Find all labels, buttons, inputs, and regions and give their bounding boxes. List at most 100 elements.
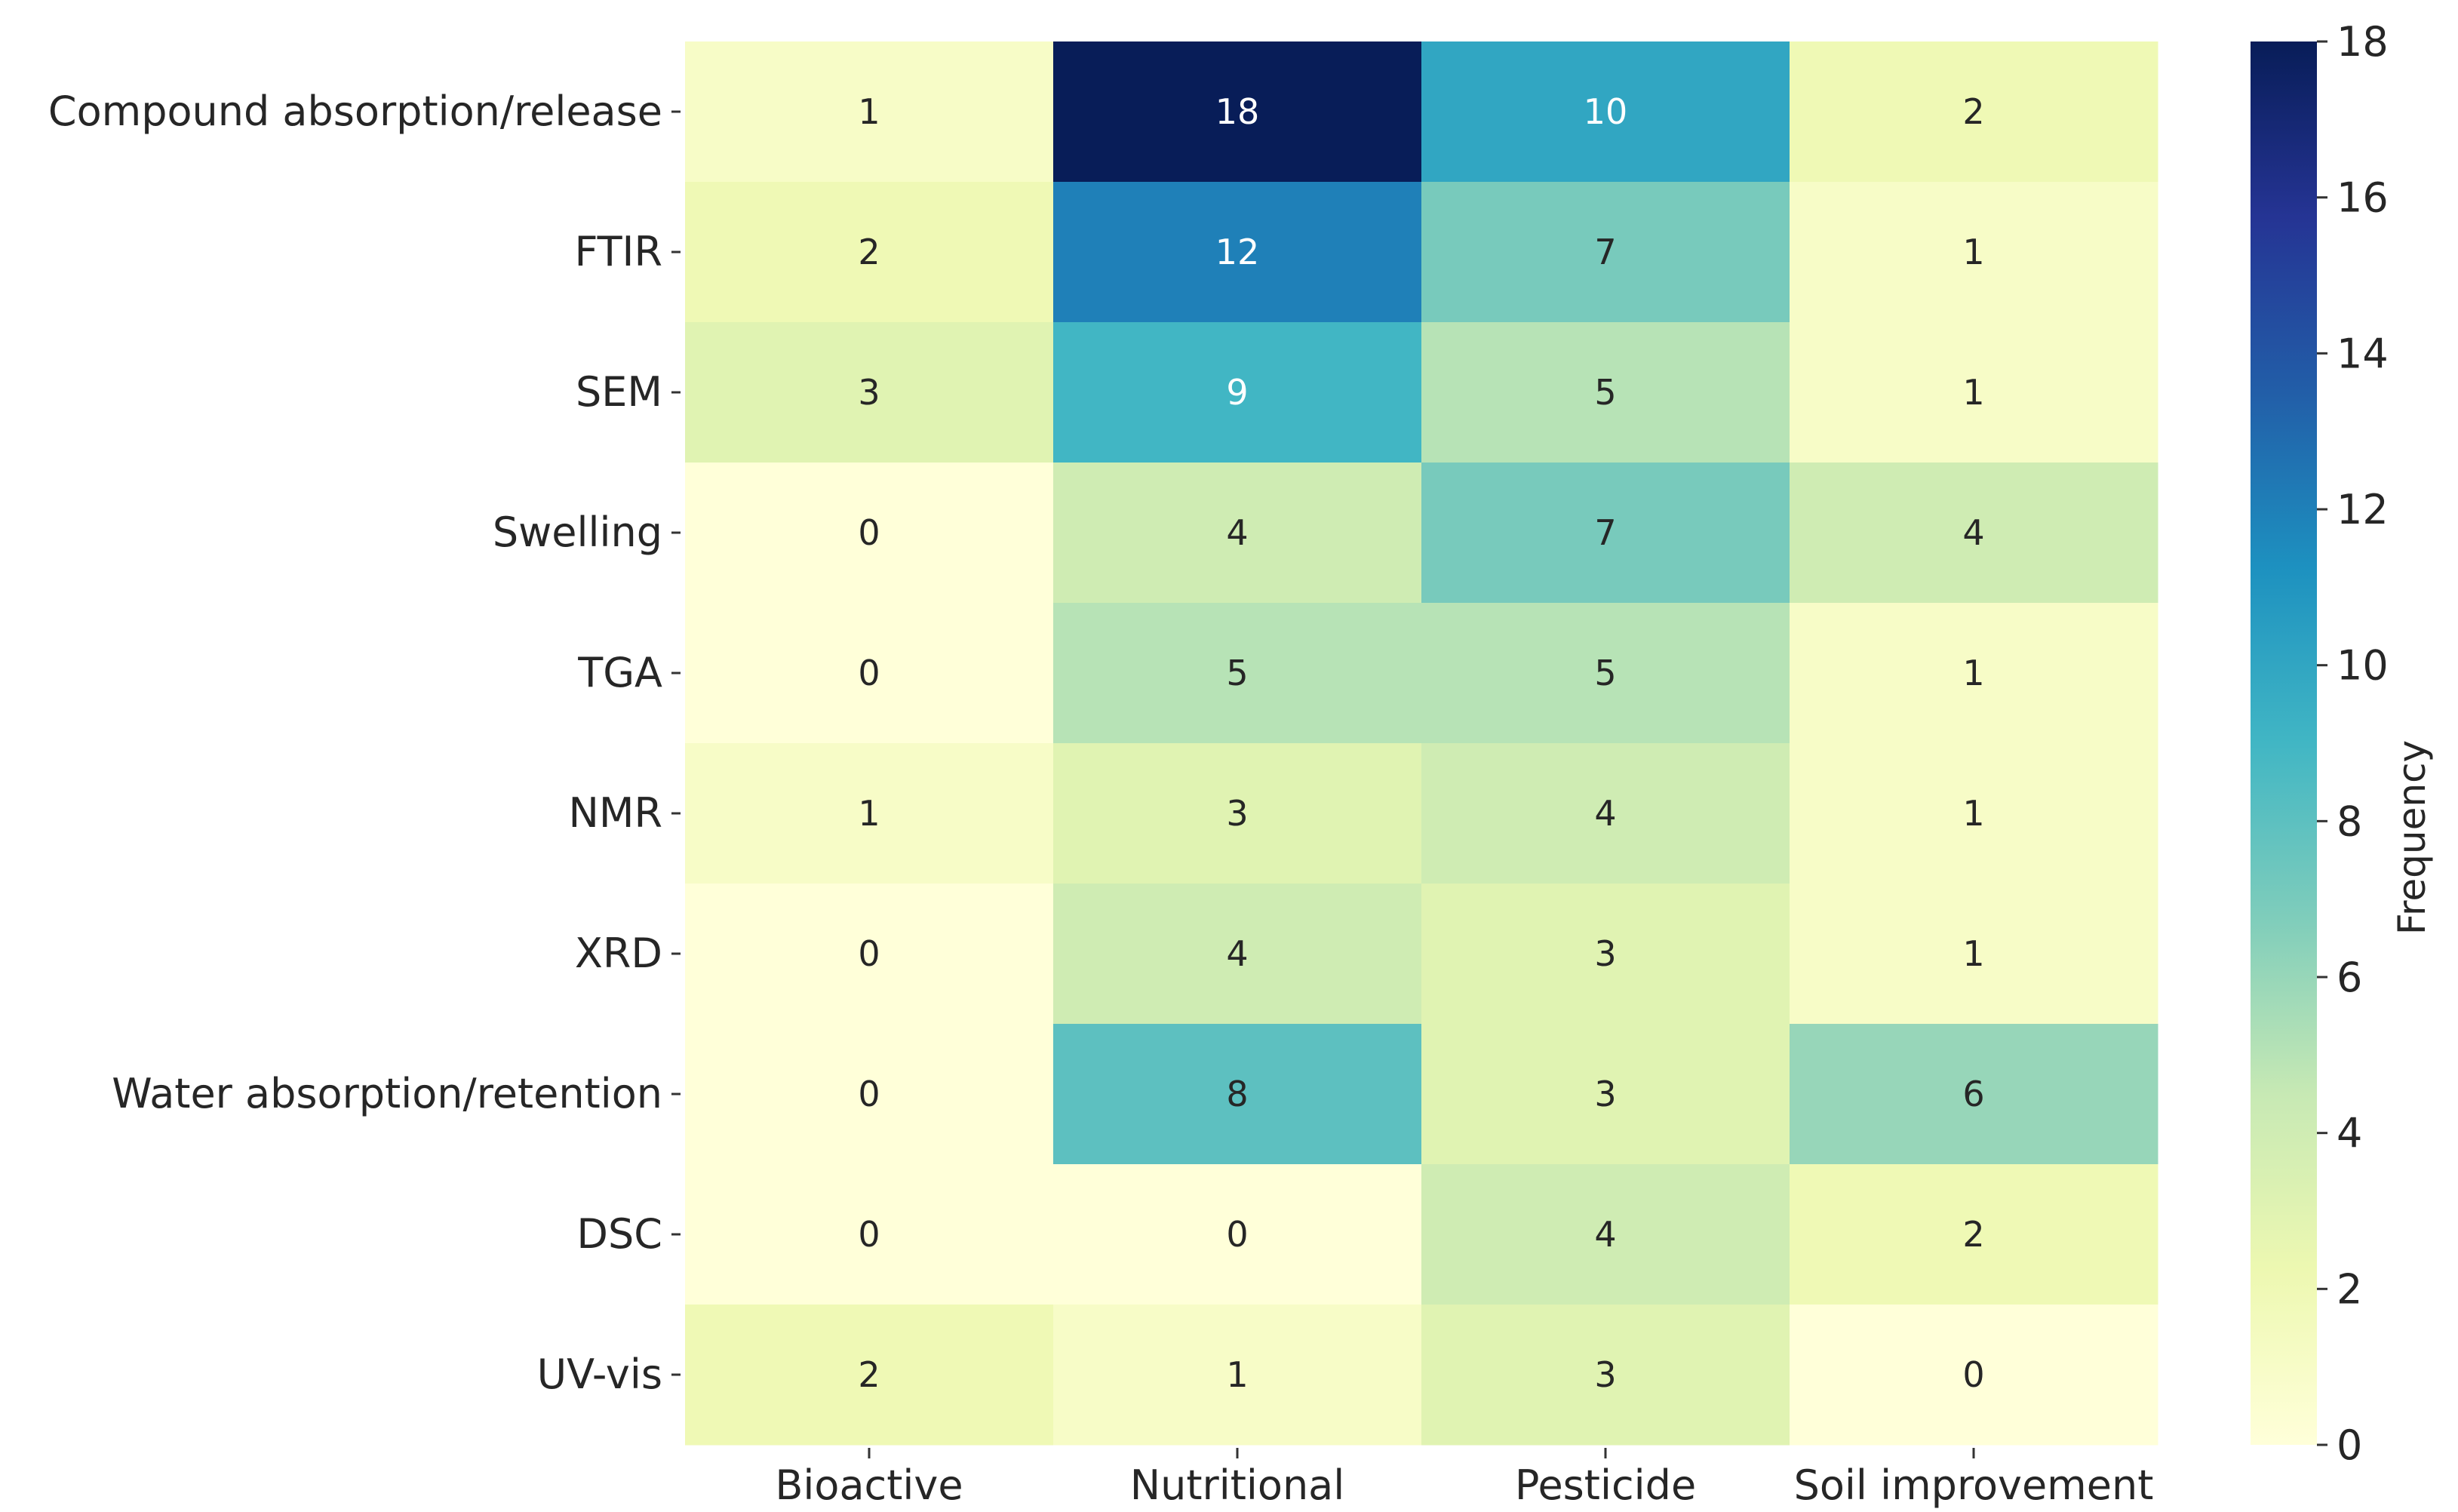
row-label: XRD [575, 930, 662, 977]
heatmap-cell [685, 1164, 1054, 1305]
cell-value-label: 10 [1584, 91, 1628, 132]
column-label: Nutritional [1130, 1461, 1345, 1509]
row-label: SEM [576, 368, 662, 416]
cell-value-label: 1 [1962, 653, 1984, 693]
heatmap-cell [1053, 603, 1422, 744]
column-labels: Bioactive Nutritional Pesticide Soil improv… [775, 1448, 2153, 1509]
row-label: NMR [568, 789, 662, 837]
heatmap-cell [1421, 743, 1790, 884]
colorbar-tick-label: 4 [2337, 1110, 2362, 1157]
colorbar-tick-label: 0 [2337, 1421, 2362, 1469]
cell-value-label: 0 [1226, 1214, 1248, 1255]
cell-value-label: 6 [1962, 1074, 1984, 1114]
cell-value-label: 7 [1594, 232, 1616, 272]
cell-annotations: 1 18 10 22 12 7 13 9 5 10 4 7 40 5 5 11 3 4 10 4 3 10 8 3 60 0 4 22… [858, 91, 1984, 1395]
row-labels: Compound absorption/release FTIR SEM Swelli… [48, 88, 681, 1398]
heatmap-cell [1790, 41, 2158, 183]
heatmap-cell [1053, 1164, 1422, 1305]
colorbar-tick-label: 18 [2337, 18, 2389, 66]
cell-value-label: 4 [1594, 1214, 1616, 1255]
colorbar-tick-label: 16 [2337, 174, 2389, 222]
colorbar-tick-label: 14 [2337, 330, 2389, 377]
cell-value-label: 1 [1962, 232, 1984, 272]
cell-value-label: 3 [1594, 1354, 1616, 1395]
cell-value-label: 1 [1962, 793, 1984, 834]
heatmap-cell [685, 463, 1054, 604]
colorbar-tick-label: 12 [2337, 486, 2389, 533]
cell-value-label: 0 [858, 1074, 880, 1114]
heatmap-cell [685, 1305, 1054, 1446]
colorbar-tick-label: 2 [2337, 1265, 2362, 1313]
cell-value-label: 5 [1226, 653, 1248, 693]
colorbar-tick-label: 10 [2337, 642, 2389, 690]
row-label: Swelling [493, 509, 662, 556]
heatmap-cell [1790, 603, 2158, 744]
heatmap-cell [1421, 41, 1790, 183]
cell-value-label: 4 [1226, 512, 1248, 553]
cell-value-label: 5 [1594, 372, 1616, 413]
heatmap-cell [1053, 41, 1422, 183]
heatmap-cell [1790, 182, 2158, 323]
cell-value-label: 9 [1226, 372, 1248, 413]
heatmap-cell [685, 322, 1054, 463]
heatmap-cell [685, 41, 1054, 183]
cell-value-label: 1 [1962, 372, 1984, 413]
heatmap-cell [1790, 1305, 2158, 1446]
heatmap-cell [1421, 322, 1790, 463]
heatmap-cell [1790, 322, 2158, 463]
row-label: UV-vis [537, 1351, 662, 1398]
heatmap-cell [1421, 1164, 1790, 1305]
cell-value-label: 2 [858, 1354, 880, 1395]
heatmap-cell [1053, 182, 1422, 323]
colorbar-tick-label: 6 [2337, 954, 2362, 1001]
column-label: Pesticide [1515, 1461, 1696, 1509]
heatmap-cell [685, 603, 1054, 744]
cell-value-label: 5 [1594, 653, 1616, 693]
column-label: Soil improvement [1794, 1461, 2154, 1509]
cell-value-label: 1 [858, 793, 880, 834]
heatmap-cell [1790, 1024, 2158, 1165]
heatmap-cell [1421, 463, 1790, 604]
heatmap-cell [1053, 322, 1422, 463]
heatmap-cell [1421, 1305, 1790, 1446]
heatmap-cell [1421, 603, 1790, 744]
cell-value-label: 0 [858, 512, 880, 553]
cell-value-label: 0 [858, 1214, 880, 1255]
heatmap-cell [1053, 1024, 1422, 1165]
cell-value-label: 0 [858, 933, 880, 974]
cell-value-label: 1 [858, 91, 880, 132]
cell-value-label: 0 [858, 653, 880, 693]
cell-value-label: 3 [1226, 793, 1248, 834]
cell-value-label: 18 [1215, 91, 1260, 132]
cell-value-label: 4 [1962, 512, 1984, 553]
cell-value-label: 3 [1594, 1074, 1616, 1114]
cell-value-label: 3 [858, 372, 880, 413]
heatmap-cell [1790, 884, 2158, 1025]
cell-value-label: 12 [1215, 232, 1260, 272]
colorbar-gradient [2251, 41, 2317, 1445]
heatmap-cell [1421, 1024, 1790, 1165]
heatmap-cell [685, 182, 1054, 323]
heatmap-cell [685, 1024, 1054, 1165]
heatmap-cell [1053, 1305, 1422, 1446]
heatmap-cell [1790, 463, 2158, 604]
colorbar: 0 2 4 6 8 10 12 14 16 18 [2251, 18, 2389, 1469]
cell-value-label: 2 [1962, 91, 1984, 132]
colorbar-label: Frequency [2390, 740, 2434, 935]
row-label: FTIR [574, 228, 662, 275]
heatmap-cell [1053, 884, 1422, 1025]
cell-value-label: 1 [1226, 1354, 1248, 1395]
heatmap-cell [1790, 1164, 2158, 1305]
heatmap-cell [1790, 743, 2158, 884]
row-label: Compound absorption/release [48, 88, 662, 135]
row-label: DSC [576, 1210, 662, 1258]
heatmap-cell [1421, 884, 1790, 1025]
cell-value-label: 3 [1594, 933, 1616, 974]
cell-value-label: 8 [1226, 1074, 1248, 1114]
cell-value-label: 2 [858, 232, 880, 272]
heatmap-cells [685, 41, 2158, 1446]
heatmap-cell [1053, 463, 1422, 604]
cell-value-label: 7 [1594, 512, 1616, 553]
cell-value-label: 1 [1962, 933, 1984, 974]
